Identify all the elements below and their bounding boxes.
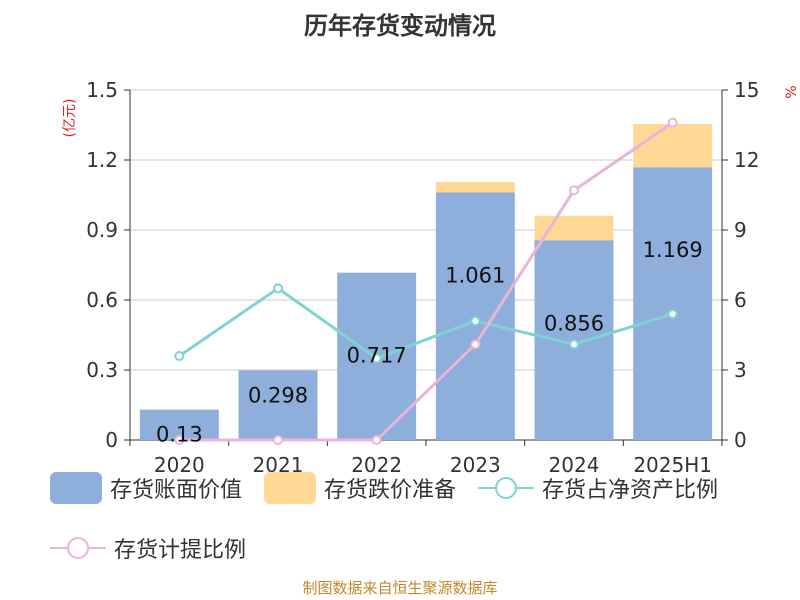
point-provision-ratio: [371, 435, 382, 445]
point-provision-ratio: [273, 435, 283, 445]
x-tick-label: 2020: [154, 453, 205, 477]
x-tick-label: 2024: [549, 453, 600, 477]
bar-value-label: 0.717: [347, 344, 407, 368]
right-tick-label: 0: [734, 428, 747, 452]
point-net-asset-ratio: [273, 283, 283, 294]
x-tick-label: 2025H1: [633, 453, 712, 477]
bar-value-label: 0.13: [156, 423, 203, 447]
legend-swatch-net-asset-ratio: [478, 477, 535, 499]
point-provision-ratio: [569, 185, 579, 196]
legend-label: 存货账面价值: [110, 478, 243, 503]
right-axis-unit: %: [784, 85, 800, 98]
right-tick-label: 15: [734, 78, 759, 102]
legend-label: 存货占净资产比例: [542, 478, 719, 503]
legend-item-net-asset-ratio[interactable]: 存货占净资产比例: [478, 468, 718, 508]
left-axis-unit: (亿元): [62, 99, 78, 138]
legend-item-book-value[interactable]: 存货账面价值: [50, 468, 242, 508]
bar-value-label: 1.169: [643, 238, 703, 262]
point-net-asset-ratio: [174, 351, 185, 361]
legend-swatch-provision-ratio: [50, 537, 106, 559]
bar-book-value: [238, 370, 318, 440]
legend-label: 存货计提比例: [114, 538, 247, 563]
bar-impairment: [435, 181, 515, 193]
point-net-asset-ratio: [667, 309, 678, 319]
bar-book-value: [139, 409, 219, 440]
left-tick-label: 0.9: [86, 218, 118, 242]
bar-value-label: 0.856: [544, 311, 604, 335]
line-provision-ratio: [179, 121, 674, 442]
left-tick-label: 1.5: [86, 78, 118, 102]
legend-swatch-book-value: [50, 472, 102, 504]
legend-item-impairment[interactable]: 存货跌价准备: [264, 468, 456, 508]
line-net-asset-ratio: [178, 286, 674, 361]
point-net-asset-ratio: [569, 339, 579, 350]
point-net-asset-ratio: [371, 353, 382, 364]
legend-swatch-impairment: [264, 472, 317, 504]
bar-value-label: 1.061: [445, 263, 505, 287]
right-tick-label: 9: [734, 218, 747, 242]
x-tick-label: 2023: [450, 453, 501, 477]
bar-impairment: [633, 124, 713, 168]
point-provision-ratio: [667, 117, 678, 128]
left-tick-label: 1.2: [86, 148, 118, 172]
right-tick-label: 12: [734, 148, 759, 172]
left-tick-label: 0: [105, 428, 118, 452]
left-tick-label: 0.3: [86, 358, 118, 382]
right-tick-label: 3: [734, 358, 747, 382]
source-note: 制图数据来自恒生聚源数据库: [302, 579, 498, 597]
left-tick-label: 0.6: [86, 288, 118, 312]
point-net-asset-ratio: [470, 316, 481, 326]
bar-book-value: [633, 167, 713, 440]
right-tick-label: 6: [734, 288, 747, 312]
legend-label: 存货跌价准备: [324, 478, 457, 503]
chart-title: 历年存货变动情况: [304, 12, 496, 40]
legend-item-provision-ratio[interactable]: 存货计提比例: [50, 528, 246, 568]
point-provision-ratio: [470, 339, 481, 350]
point-provision-ratio: [174, 435, 185, 445]
bar-impairment: [534, 215, 614, 241]
bar-value-label: 0.298: [248, 383, 308, 407]
legend: 存货账面价值 存货跌价准备 存货占净资产比例 存货计提比例: [50, 468, 790, 568]
x-tick-label: 2022: [351, 453, 402, 477]
